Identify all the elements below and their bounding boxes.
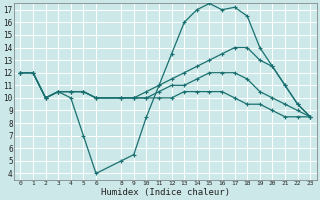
X-axis label: Humidex (Indice chaleur): Humidex (Indice chaleur) [101,188,230,197]
